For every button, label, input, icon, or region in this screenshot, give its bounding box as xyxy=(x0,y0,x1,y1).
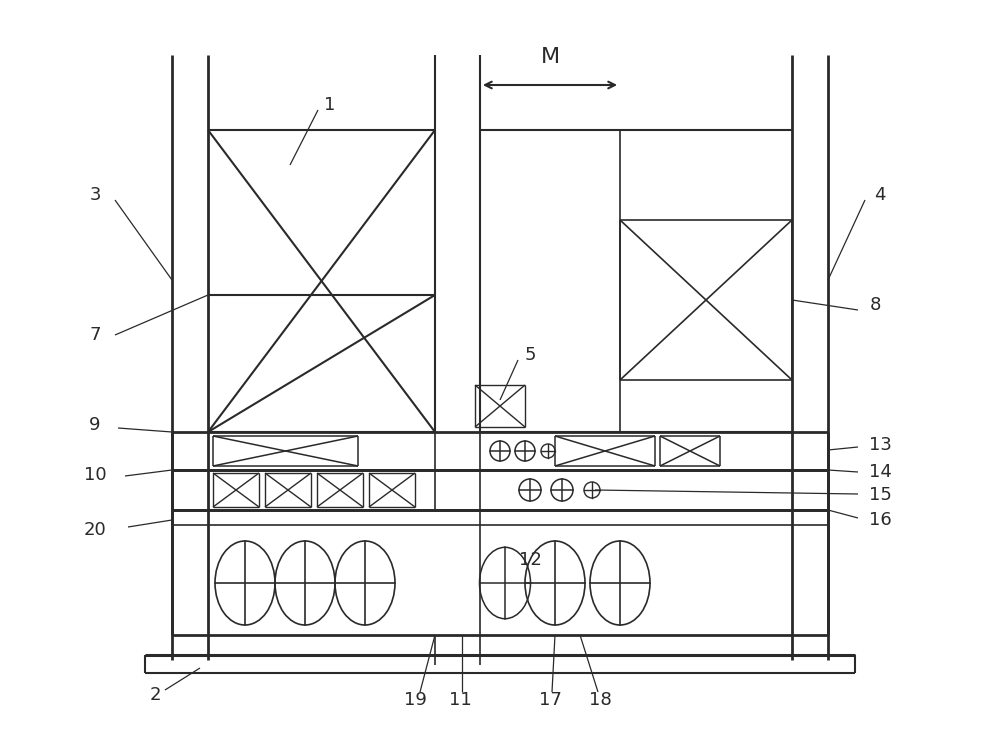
Text: 4: 4 xyxy=(874,186,886,204)
Text: 8: 8 xyxy=(869,296,881,314)
Text: 3: 3 xyxy=(89,186,101,204)
Text: 7: 7 xyxy=(89,326,101,344)
Text: 17: 17 xyxy=(539,691,561,709)
Text: 10: 10 xyxy=(84,466,106,484)
Text: 11: 11 xyxy=(449,691,471,709)
Text: 1: 1 xyxy=(324,96,336,114)
Text: 13: 13 xyxy=(869,436,891,454)
Text: 15: 15 xyxy=(869,486,891,504)
Text: 12: 12 xyxy=(519,551,541,569)
Text: 18: 18 xyxy=(589,691,611,709)
Text: 16: 16 xyxy=(869,511,891,529)
Text: 9: 9 xyxy=(89,416,101,434)
Text: M: M xyxy=(540,47,560,67)
Text: 14: 14 xyxy=(869,463,891,481)
Text: 19: 19 xyxy=(404,691,426,709)
Text: 5: 5 xyxy=(524,346,536,364)
Text: 2: 2 xyxy=(149,686,161,704)
Text: 20: 20 xyxy=(84,521,106,539)
